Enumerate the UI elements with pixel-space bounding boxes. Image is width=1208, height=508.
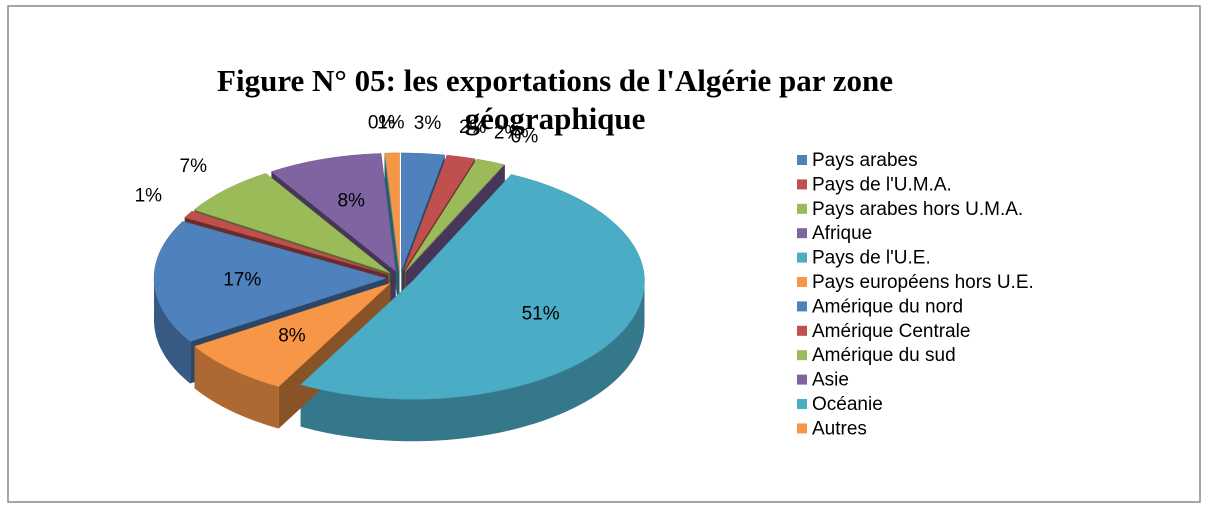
- legend-swatch: [797, 252, 807, 263]
- legend-swatch: [797, 423, 807, 434]
- legend-label: Pays européens hors U.E.: [812, 272, 1034, 293]
- legend-swatch: [797, 203, 807, 214]
- legend-label: Pays de l'U.E.: [812, 248, 931, 269]
- data-label: 17%: [223, 270, 261, 291]
- legend-label: Amérique du sud: [812, 345, 956, 366]
- slice: [153, 221, 387, 342]
- legend-label: Amérique du nord: [812, 296, 963, 317]
- slice: [184, 210, 389, 275]
- legend-swatch: [797, 350, 807, 361]
- legend-label: Océanie: [812, 394, 883, 415]
- legend-swatch: [797, 179, 807, 190]
- data-label: 0%: [511, 126, 539, 147]
- legend-label: Autres: [812, 418, 867, 439]
- legend-swatch: [797, 399, 807, 409]
- slice-side: [154, 278, 191, 384]
- data-label: 7%: [180, 156, 208, 177]
- slice: [404, 158, 505, 272]
- data-label: 1%: [377, 112, 405, 133]
- slice: [403, 154, 476, 272]
- slice: [401, 152, 446, 271]
- legend-swatch: [797, 277, 807, 287]
- slice-side: [194, 346, 279, 429]
- legend-swatch: [797, 301, 807, 312]
- data-label: 2%: [494, 123, 522, 144]
- legend-label: Afrique: [812, 223, 872, 244]
- legend-label: Pays arabes: [812, 150, 918, 171]
- slice: [384, 152, 400, 271]
- data-label: 0%: [368, 113, 396, 134]
- legend-label: Pays de l'U.M.A.: [812, 174, 952, 195]
- chart-title: Figure N° 05: les exportations de l'Algé…: [217, 63, 893, 136]
- legend-label: Pays arabes hors U.M.A.: [812, 199, 1023, 220]
- legend-swatch: [797, 374, 807, 385]
- data-label: 8%: [278, 326, 306, 347]
- data-label: 2%: [459, 117, 487, 138]
- slice: [300, 174, 645, 400]
- slice: [193, 173, 391, 274]
- legend-swatch: [797, 155, 807, 165]
- data-label: 1%: [135, 185, 163, 206]
- data-label: 51%: [522, 303, 560, 324]
- slice: [194, 282, 391, 387]
- slice-side: [300, 281, 645, 442]
- legend-swatch: [797, 228, 807, 239]
- data-label: 8%: [337, 191, 365, 212]
- data-label: 3%: [414, 113, 442, 134]
- slice: [270, 153, 396, 272]
- legend-swatch: [797, 325, 807, 336]
- legend-label: Asie: [812, 370, 849, 391]
- legend-label: Amérique Centrale: [812, 321, 970, 342]
